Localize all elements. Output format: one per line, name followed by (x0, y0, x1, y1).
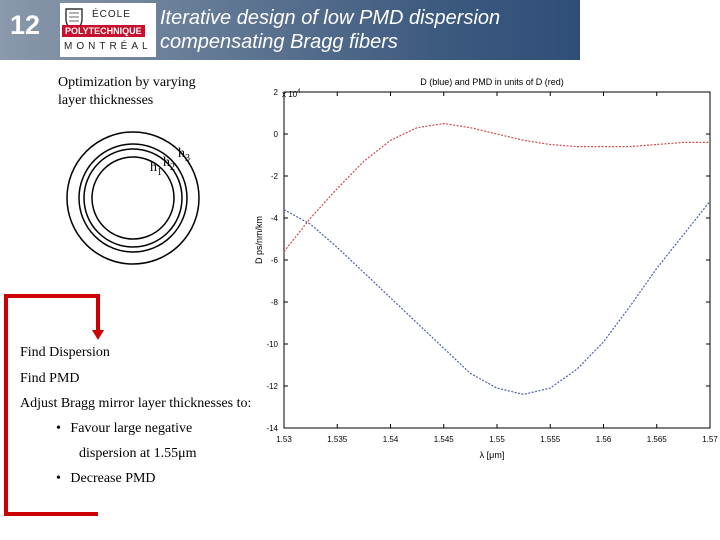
y-tick-label: 2 (274, 88, 279, 97)
y-tick-label: -4 (271, 214, 279, 223)
y-axis-label: D ps/nm/km (254, 216, 264, 264)
title-line-2: compensating Bragg fibers (160, 31, 398, 53)
y-tick-label: -2 (271, 172, 279, 181)
exponent-label: x 104 (282, 89, 301, 99)
slide-title: Iterative design of low PMD dispersion c… (160, 6, 500, 54)
x-tick-label: 1.535 (327, 435, 348, 444)
x-tick-label: 1.565 (647, 435, 668, 444)
x-tick-label: 1.545 (434, 435, 455, 444)
optimization-text: Optimization by varying layer thicknesse… (58, 74, 196, 110)
logo-word-ecole: ÉCOLE (92, 9, 131, 20)
label-h3: h3 (178, 146, 190, 164)
bullet-favour: • Favour large negative (56, 421, 193, 436)
optimization-line-1: Optimization by varying (58, 75, 196, 90)
slide-number: 12 (10, 10, 41, 40)
x-tick-label: 1.56 (596, 435, 612, 444)
chart-title: D (blue) and PMD in units of D (red) (420, 77, 564, 87)
school-logo: ÉCOLE POLYTECHNIQUE MONTRÉAL (60, 3, 156, 57)
logo-word-polytechnique: POLYTECHNIQUE (62, 25, 145, 37)
series-line-d (283, 200, 711, 396)
step-adjust: Adjust Bragg mirror layer thicknesses to… (20, 396, 252, 411)
y-tick-label: -12 (266, 382, 278, 391)
step-find-pmd: Find PMD (20, 371, 80, 386)
bullet-dot: • (56, 421, 61, 436)
y-tick-label: 0 (274, 130, 279, 139)
y-tick-label: -8 (271, 298, 279, 307)
step-find-dispersion: Find Dispersion (20, 345, 110, 360)
x-tick-label: 1.555 (540, 435, 561, 444)
x-tick-label: 1.57 (702, 435, 718, 444)
y-tick-label: -14 (266, 424, 278, 433)
optimization-line-2: layer thicknesses (58, 93, 154, 108)
x-axis-label: λ [μm] (480, 450, 505, 460)
x-tick-label: 1.55 (489, 435, 505, 444)
bullet-decrease-pmd: • Decrease PMD (56, 471, 156, 486)
label-h2: h2 (163, 155, 175, 173)
x-tick-label: 1.54 (383, 435, 399, 444)
x-tick-label: 1.53 (276, 435, 292, 444)
y-tick-label: -6 (271, 256, 279, 265)
bullet-dot: • (56, 471, 61, 486)
bullet-favour-cont: dispersion at 1.55μm (79, 446, 197, 461)
plot-frame (283, 91, 711, 429)
logo-word-montreal: MONTRÉAL (64, 41, 152, 52)
series-line-pmd (283, 122, 710, 252)
y-tick-label: -10 (266, 340, 278, 349)
title-line-1: Iterative design of low PMD dispersion (160, 7, 501, 29)
label-h1: h1 (150, 160, 162, 178)
